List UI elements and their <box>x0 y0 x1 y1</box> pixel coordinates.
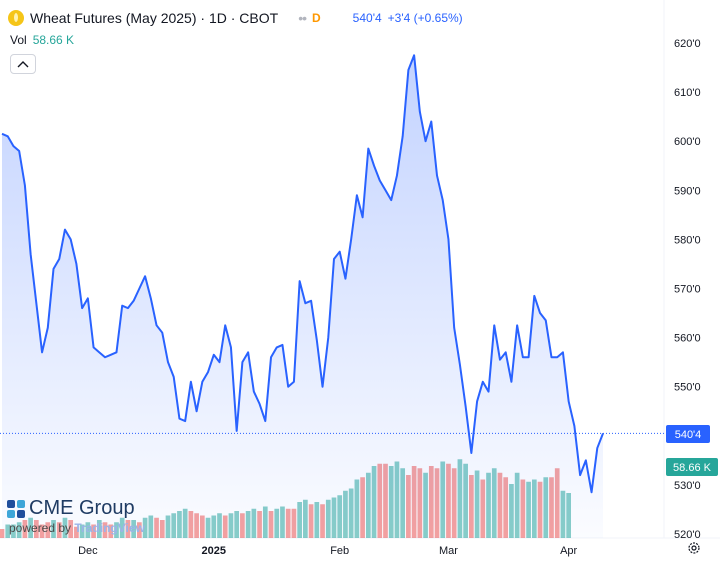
last-price-badge-text: 540'4 <box>675 429 702 441</box>
time-axis[interactable]: Dec 2025 Feb Mar Apr <box>78 545 577 557</box>
last-price-badge: 540'4 <box>666 425 710 443</box>
symbol-title[interactable]: Wheat Futures (May 2025) · 1D · CBOT <box>30 10 279 26</box>
price-info: 540'4 +3'4 (+0.65%) <box>353 11 469 25</box>
gear-icon[interactable] <box>687 541 701 555</box>
volume-legend: Vol 58.66 K <box>10 33 74 47</box>
price-tick-label: 600'0 <box>674 136 701 148</box>
price-area-fill <box>2 55 603 539</box>
time-tick-label: 2025 <box>202 545 226 557</box>
market-status-icon[interactable]: •• <box>298 10 307 26</box>
price-tick-label: 570'0 <box>674 284 701 296</box>
powered-by[interactable]: powered by TradingView <box>7 521 145 535</box>
last-price-value: 540'4 <box>352 11 382 25</box>
time-tick-label: Dec <box>78 545 98 557</box>
tradingview-text: TradingView <box>74 521 145 535</box>
volume-label: Vol <box>10 33 27 47</box>
price-tick-label: 530'0 <box>674 480 701 492</box>
chevron-up-icon <box>17 61 29 68</box>
price-tick-label: 590'0 <box>674 185 701 197</box>
time-tick-label: Mar <box>439 545 458 557</box>
collapse-legend-button[interactable] <box>10 54 36 74</box>
delayed-data-badge[interactable]: D <box>312 11 321 25</box>
volume-badge-text: 58.66 K <box>673 462 712 474</box>
price-tick-label: 560'0 <box>674 333 701 345</box>
volume-badge-bg <box>666 458 718 476</box>
time-tick-label: Feb <box>330 545 349 557</box>
chart-legend: Wheat Futures (May 2025) · 1D · CBOT •• … <box>8 7 469 29</box>
price-tick-label: 620'0 <box>674 38 701 50</box>
price-line <box>1 54 604 494</box>
cme-brand-text: CME Group <box>29 497 135 519</box>
price-tick-label: 550'0 <box>674 382 701 394</box>
volume-value: 58.66 K <box>32 33 75 47</box>
volume-badge: 58.66 K <box>666 458 718 476</box>
price-change-value: +3'4 (+0.65%) <box>387 11 463 25</box>
price-tick-label: 610'0 <box>674 87 701 99</box>
price-tick-label: 580'0 <box>674 234 701 246</box>
time-tick-label: Apr <box>560 545 577 557</box>
wheat-symbol-icon[interactable] <box>8 10 24 26</box>
last-price-badge-bg <box>666 425 710 443</box>
cme-logo-icon <box>7 499 25 518</box>
price-tick-label: 520'0 <box>674 529 701 541</box>
powered-by-text: powered by <box>9 521 72 535</box>
cme-group-logo: CME Group powered by TradingView <box>7 497 145 535</box>
